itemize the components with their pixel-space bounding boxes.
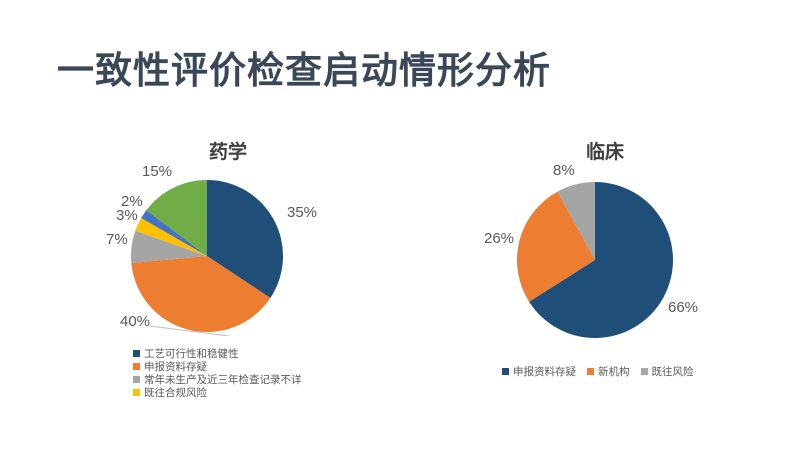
- leader-line: [149, 325, 233, 336]
- pharmacy-chart-title: 药学: [208, 142, 248, 163]
- legend-item: 新机构: [587, 364, 630, 379]
- clinical-slice-66%: [529, 182, 674, 338]
- legend-item: 申报资料存疑: [502, 364, 576, 379]
- legend-label: 申报资料存疑: [144, 361, 207, 373]
- legend-item: 工艺可行性和稳健性: [133, 347, 302, 360]
- pharmacy-pie-svg: [130, 180, 283, 336]
- legend-swatch: [133, 376, 140, 383]
- pharmacy-pct-label: 3%: [116, 207, 138, 224]
- clinical-pct-label: 66%: [668, 299, 699, 316]
- legend-label: 既往风险: [651, 366, 694, 378]
- legend-label: 工艺可行性和稳健性: [144, 348, 239, 360]
- legend-swatch: [133, 350, 140, 357]
- slide-title: 一致性评价检查启动情形分析: [57, 51, 551, 92]
- clinical-chart-title: 临床: [585, 142, 625, 163]
- pharmacy-slice-7%: [130, 230, 207, 264]
- legend-label: 常年未生产及近三年检查记录不详: [144, 374, 302, 386]
- legend-swatch: [133, 363, 140, 370]
- pharmacy-pct-label: 15%: [142, 163, 173, 180]
- legend-swatch: [133, 389, 140, 396]
- pharmacy-pct-label: 7%: [106, 231, 128, 248]
- legend-swatch: [587, 368, 594, 375]
- legend-item: 既往风险: [640, 364, 694, 379]
- legend-swatch: [640, 368, 648, 375]
- clinical-pct-label: 8%: [553, 162, 575, 179]
- pharmacy-slice-3%: [135, 218, 207, 256]
- pharmacy-slice-15%: [146, 180, 207, 256]
- clinical-slice-26%: [517, 191, 595, 302]
- legend-item: 常年未生产及近三年检查记录不详: [133, 373, 302, 386]
- clinical-pie-svg: [517, 182, 674, 338]
- pharmacy-slice-40%: [131, 256, 271, 333]
- pharmacy-slice-35%: [207, 180, 283, 298]
- pharmacy-slice-2%: [141, 210, 207, 256]
- clinical-legend: 申报资料存疑 新机构 既往风险: [502, 364, 705, 379]
- pharmacy-pct-label: 35%: [287, 204, 318, 221]
- legend-swatch: [502, 368, 509, 375]
- legend-label: 新机构: [598, 366, 630, 378]
- legend-label: 既往合规风险: [144, 387, 207, 399]
- clinical-pct-label: 26%: [484, 230, 515, 247]
- legend-item: 申报资料存疑: [133, 360, 302, 373]
- pharmacy-pct-label: 2%: [121, 193, 143, 210]
- legend-label: 申报资料存疑: [513, 366, 576, 378]
- pharmacy-pct-label: 40%: [120, 313, 151, 330]
- legend-item: 既往合规风险: [133, 386, 302, 399]
- clinical-slice-8%: [557, 182, 595, 260]
- pharmacy-legend: 工艺可行性和稳健性 申报资料存疑 常年未生产及近三年检查记录不详 既往合规风险: [133, 347, 302, 399]
